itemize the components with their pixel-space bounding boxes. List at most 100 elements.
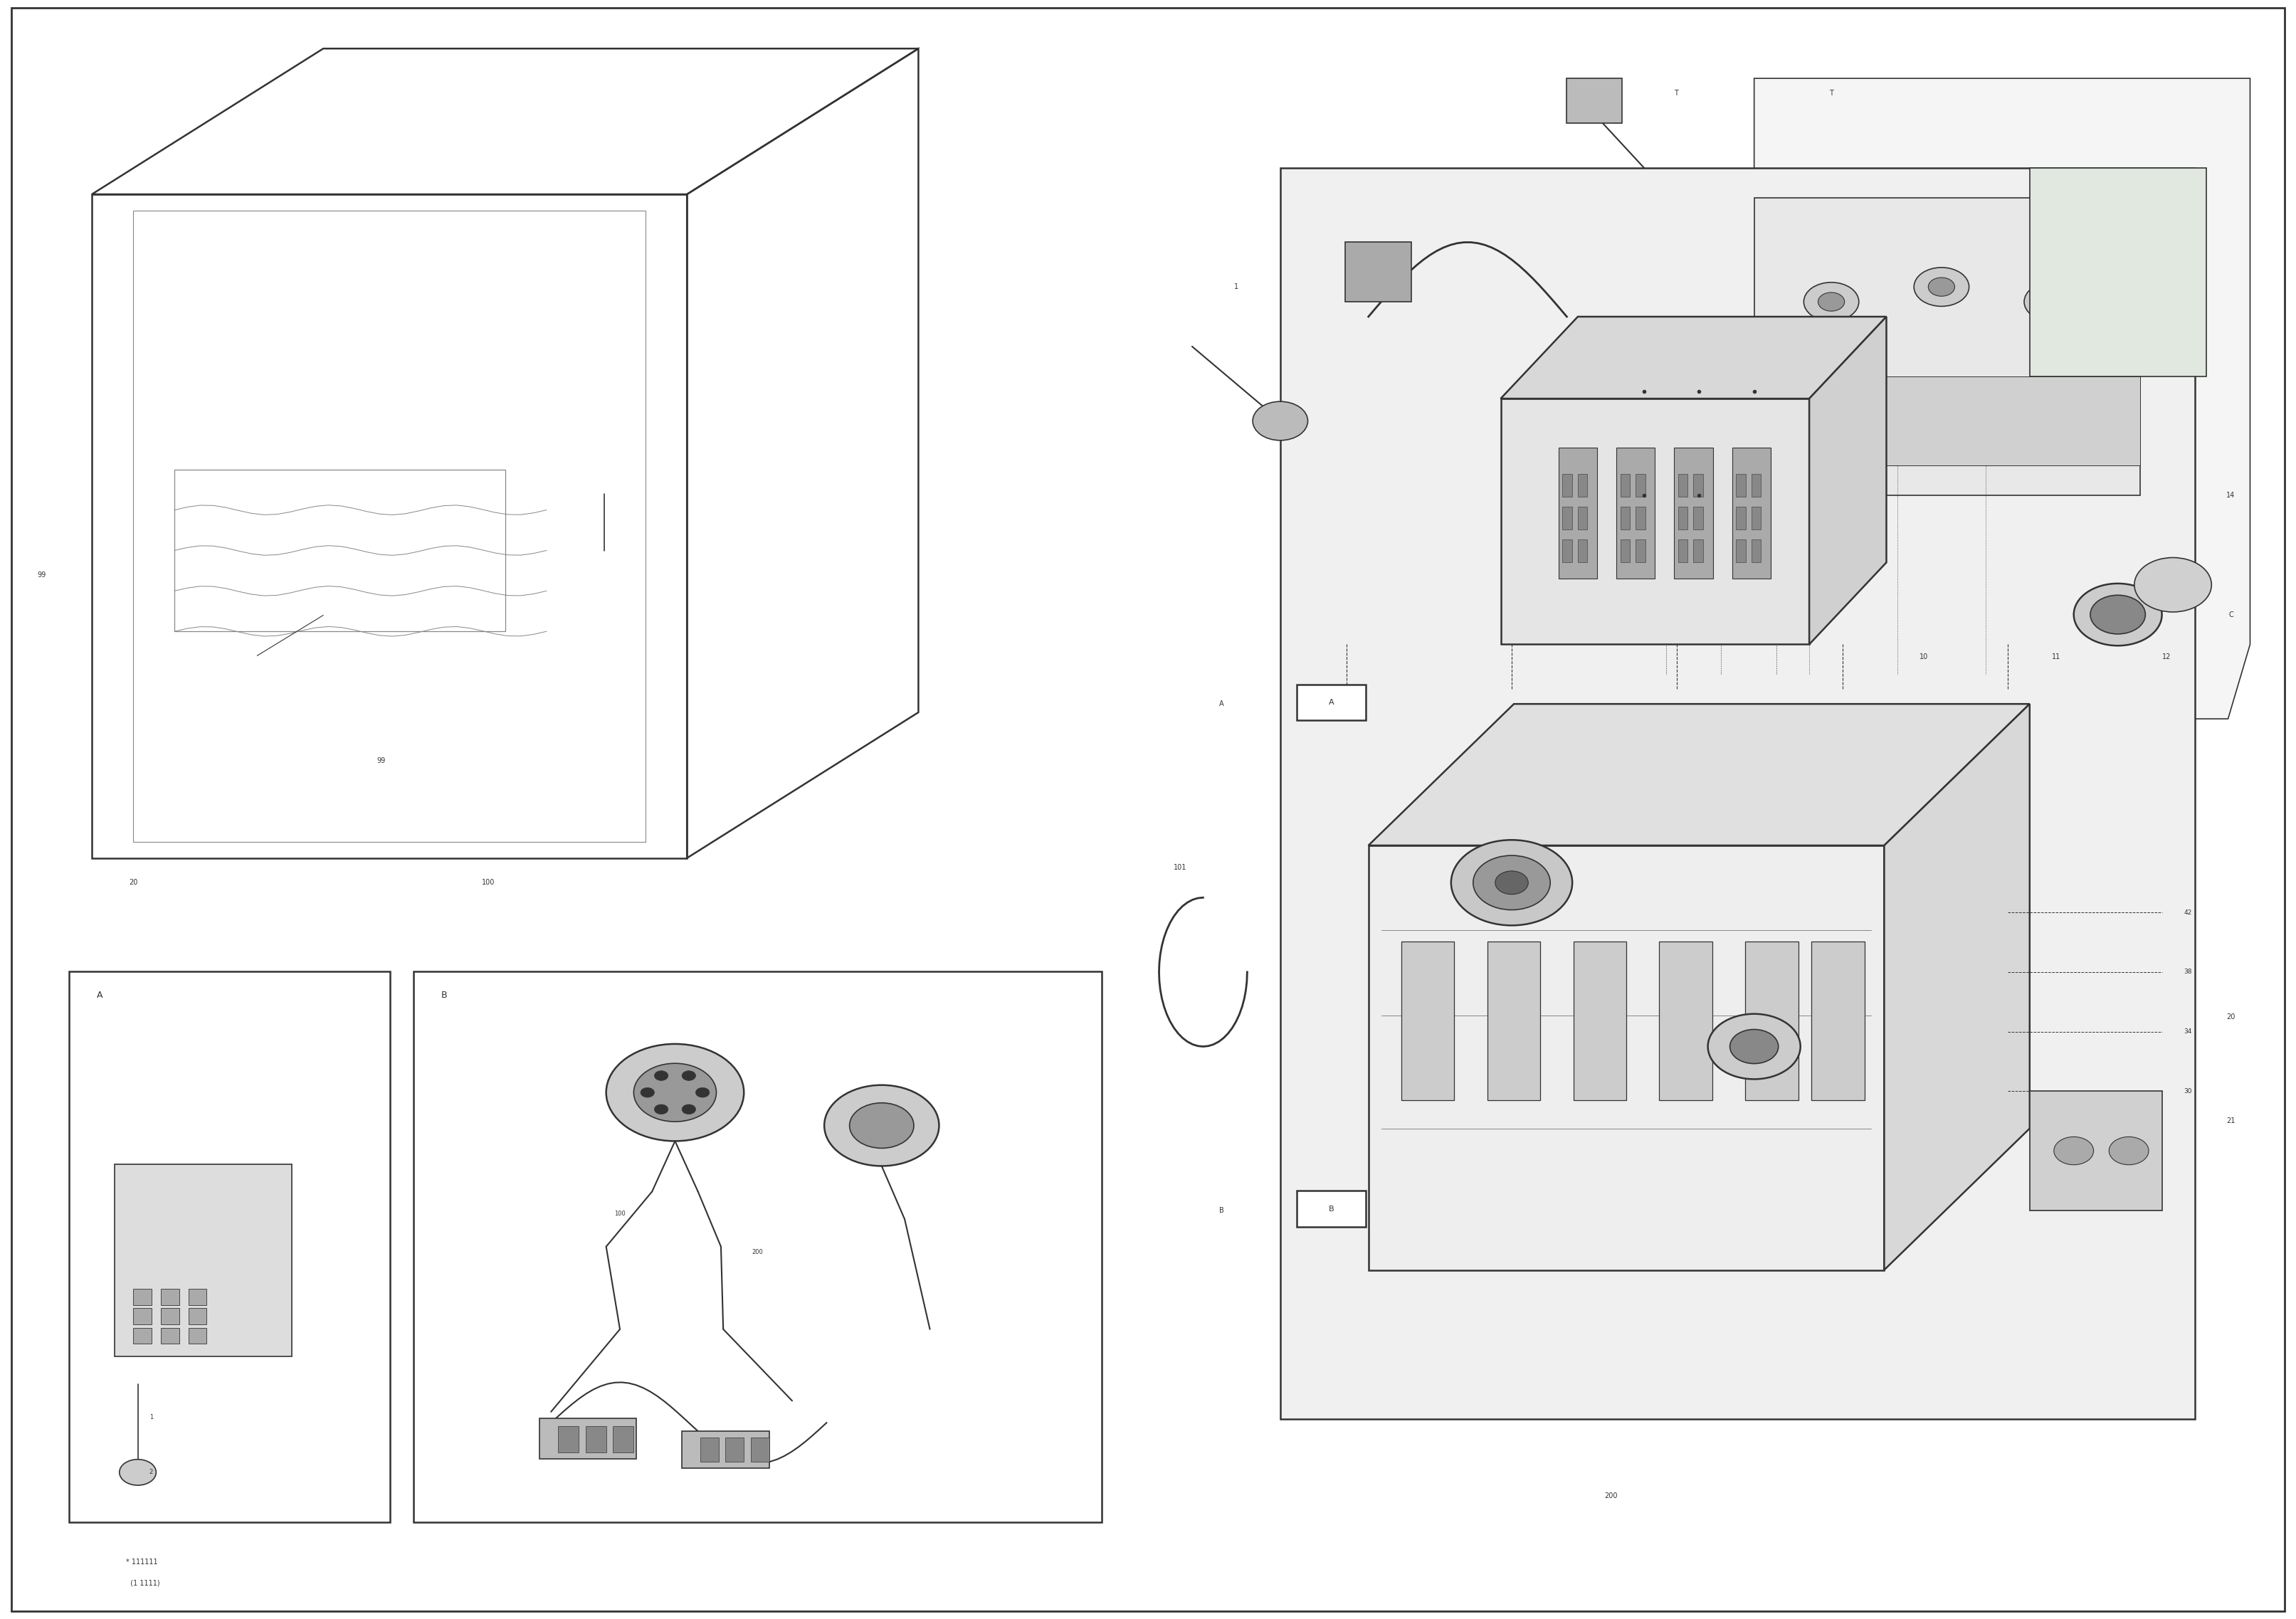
Circle shape bbox=[654, 1104, 668, 1114]
Polygon shape bbox=[1502, 317, 1887, 398]
Bar bbox=[1754, 376, 2140, 466]
Text: 100: 100 bbox=[615, 1211, 625, 1217]
Text: 11: 11 bbox=[2053, 652, 2060, 661]
Circle shape bbox=[2089, 596, 2144, 635]
Text: 99: 99 bbox=[37, 572, 46, 578]
Polygon shape bbox=[1502, 398, 1809, 644]
Bar bbox=[1577, 507, 1587, 529]
Circle shape bbox=[641, 1088, 654, 1098]
Circle shape bbox=[1474, 855, 1550, 910]
Text: A: A bbox=[1329, 699, 1334, 706]
Text: 38: 38 bbox=[2183, 968, 2193, 975]
Bar bbox=[2030, 1091, 2163, 1211]
Text: (1 1111): (1 1111) bbox=[126, 1580, 161, 1587]
Circle shape bbox=[2025, 282, 2080, 321]
Circle shape bbox=[2055, 1137, 2094, 1164]
Circle shape bbox=[850, 1103, 914, 1148]
Bar bbox=[1635, 474, 1646, 497]
Bar bbox=[1678, 474, 1688, 497]
Text: B: B bbox=[441, 991, 448, 1001]
Bar bbox=[585, 1426, 606, 1452]
Bar bbox=[1635, 507, 1646, 529]
Text: 34: 34 bbox=[2183, 1028, 2193, 1035]
Text: 42: 42 bbox=[2183, 910, 2193, 916]
Bar bbox=[540, 1418, 636, 1459]
Bar bbox=[1297, 685, 1366, 720]
Bar bbox=[1561, 507, 1573, 529]
Bar bbox=[115, 1164, 292, 1357]
Bar bbox=[133, 1308, 152, 1324]
Bar bbox=[1736, 474, 1745, 497]
Bar bbox=[751, 1438, 769, 1462]
Bar bbox=[1566, 78, 1621, 123]
Circle shape bbox=[1254, 402, 1309, 440]
Circle shape bbox=[1818, 293, 1844, 311]
Bar bbox=[1621, 539, 1630, 562]
Circle shape bbox=[119, 1459, 156, 1485]
Bar bbox=[1694, 507, 1704, 529]
Circle shape bbox=[1729, 1030, 1779, 1064]
Bar bbox=[1694, 539, 1704, 562]
Bar bbox=[1561, 474, 1573, 497]
Bar bbox=[700, 1438, 719, 1462]
Bar bbox=[1745, 942, 1798, 1101]
Polygon shape bbox=[1368, 845, 1885, 1269]
Bar bbox=[1731, 448, 1770, 580]
Bar bbox=[1345, 243, 1412, 301]
Text: A: A bbox=[1219, 701, 1224, 708]
Text: 2: 2 bbox=[149, 1468, 154, 1475]
Circle shape bbox=[634, 1064, 716, 1122]
Bar bbox=[558, 1426, 579, 1452]
Text: 30: 30 bbox=[2183, 1088, 2193, 1094]
Bar bbox=[161, 1289, 179, 1305]
Bar bbox=[1754, 198, 2140, 495]
Circle shape bbox=[696, 1088, 709, 1098]
Bar bbox=[1297, 1192, 1366, 1227]
Circle shape bbox=[1929, 277, 1954, 296]
Polygon shape bbox=[1809, 317, 1887, 644]
Text: 12: 12 bbox=[2163, 652, 2172, 661]
Bar bbox=[1401, 942, 1453, 1101]
Circle shape bbox=[2110, 1137, 2149, 1164]
Circle shape bbox=[2039, 293, 2064, 311]
Text: 100: 100 bbox=[482, 879, 496, 886]
Bar bbox=[1561, 539, 1573, 562]
Text: 14: 14 bbox=[2227, 492, 2234, 499]
Polygon shape bbox=[1281, 168, 2195, 1418]
Bar bbox=[1752, 539, 1761, 562]
Bar bbox=[1678, 539, 1688, 562]
Bar bbox=[1621, 474, 1630, 497]
Bar bbox=[2030, 168, 2206, 376]
Bar bbox=[188, 1308, 207, 1324]
Circle shape bbox=[1805, 282, 1860, 321]
Bar bbox=[1635, 539, 1646, 562]
Circle shape bbox=[682, 1070, 696, 1080]
Bar bbox=[1694, 474, 1704, 497]
Bar bbox=[726, 1438, 744, 1462]
Bar bbox=[161, 1308, 179, 1324]
Bar bbox=[69, 971, 390, 1522]
Circle shape bbox=[1495, 871, 1529, 894]
Text: B: B bbox=[1329, 1205, 1334, 1213]
Bar bbox=[1488, 942, 1541, 1101]
Bar bbox=[1678, 507, 1688, 529]
Bar bbox=[1573, 942, 1626, 1101]
Bar bbox=[1577, 539, 1587, 562]
Circle shape bbox=[682, 1104, 696, 1114]
Circle shape bbox=[1451, 840, 1573, 926]
Text: 101: 101 bbox=[1173, 865, 1187, 871]
Bar bbox=[188, 1289, 207, 1305]
Bar bbox=[682, 1431, 769, 1468]
Text: 20: 20 bbox=[129, 879, 138, 886]
Text: 200: 200 bbox=[753, 1248, 762, 1255]
Text: 1: 1 bbox=[149, 1413, 154, 1420]
Text: 21: 21 bbox=[2227, 1117, 2236, 1125]
Text: A: A bbox=[96, 991, 103, 1001]
Circle shape bbox=[1915, 267, 1970, 306]
Bar bbox=[1736, 539, 1745, 562]
Circle shape bbox=[1708, 1013, 1800, 1080]
Bar bbox=[174, 470, 505, 631]
Polygon shape bbox=[1885, 704, 2030, 1269]
Text: 200: 200 bbox=[1605, 1493, 1616, 1499]
Text: T: T bbox=[1674, 89, 1678, 97]
